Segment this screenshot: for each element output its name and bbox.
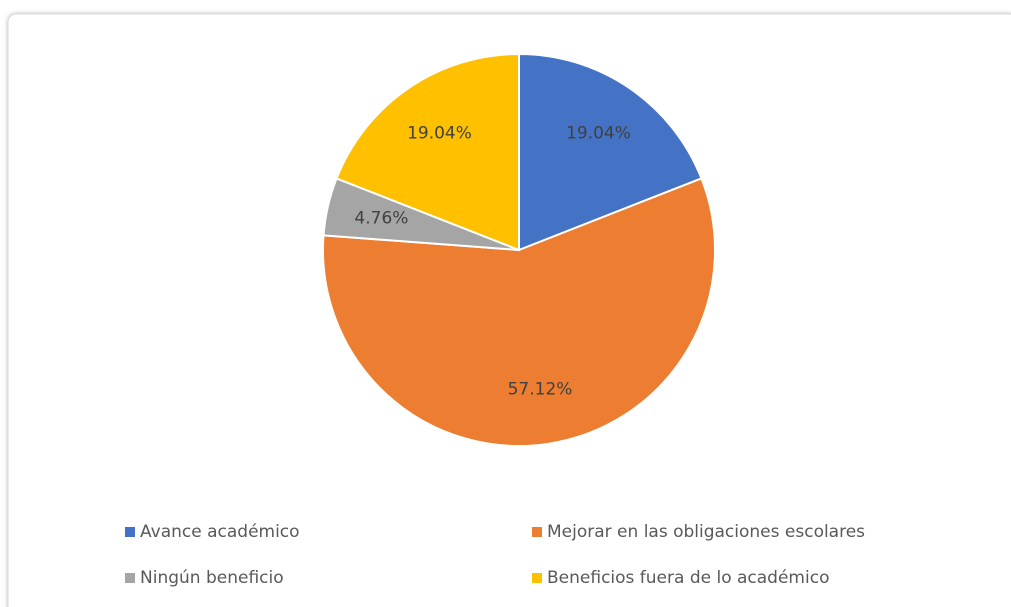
- legend-label: Beneficios fuera de lo académico: [547, 568, 829, 588]
- pie: 19.04% 57.12% 4.76% 19.04%: [322, 52, 716, 447]
- legend-label: Mejorar en las obligaciones escolares: [547, 522, 865, 542]
- legend-swatch: [532, 527, 542, 537]
- legend-label: Ningún beneficio: [140, 568, 284, 588]
- data-label: 57.12%: [508, 380, 573, 400]
- pie-slice: [518, 52, 703, 252]
- legend-label: Avance académico: [140, 522, 300, 542]
- legend-swatch: [125, 573, 135, 583]
- legend-swatch: [125, 527, 135, 537]
- data-label: 19.04%: [566, 123, 631, 143]
- pie-slice: [335, 52, 520, 252]
- legend: Avance académico Mejorar en las obligacio…: [125, 522, 865, 588]
- data-label: 4.76%: [354, 209, 408, 229]
- legend-swatch: [532, 573, 542, 583]
- pie-slice: [322, 177, 716, 447]
- data-label: 19.04%: [407, 123, 472, 143]
